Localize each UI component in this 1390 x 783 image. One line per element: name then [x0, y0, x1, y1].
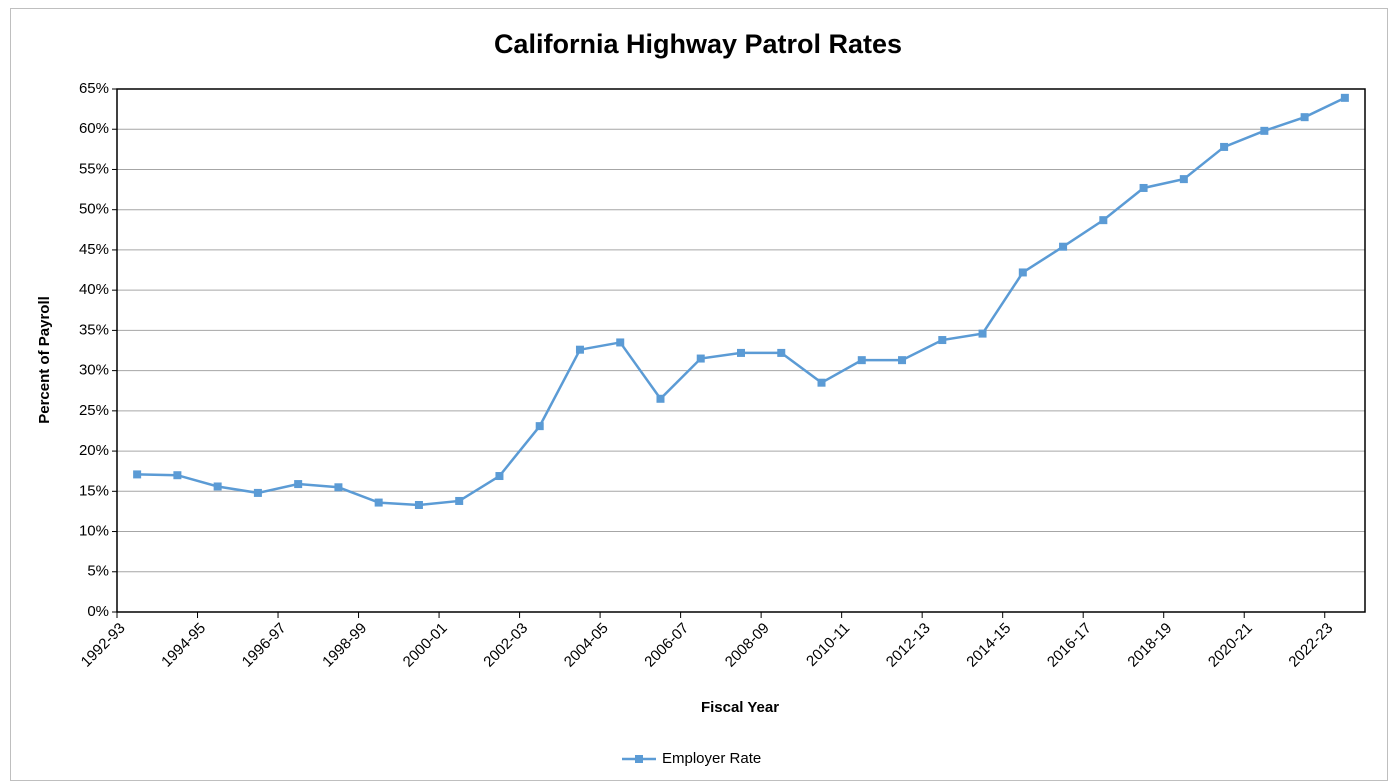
point-marker: [696, 354, 705, 363]
point-marker: [1260, 126, 1269, 135]
point-marker: [1139, 183, 1148, 192]
y-tick-label: 10%: [79, 523, 109, 540]
y-tick-label: 0%: [87, 603, 109, 620]
legend-marker: [635, 755, 643, 763]
y-tick-label: 5%: [87, 563, 109, 580]
point-marker: [777, 348, 786, 357]
point-marker: [1059, 242, 1068, 251]
point-marker: [334, 483, 343, 492]
point-marker: [1300, 113, 1309, 122]
chart-border: [10, 8, 1388, 781]
point-marker: [455, 496, 464, 505]
y-tick-label: 45%: [79, 241, 109, 258]
y-tick-label: 50%: [79, 201, 109, 218]
point-marker: [294, 480, 303, 489]
point-marker: [374, 498, 383, 507]
point-marker: [1220, 142, 1229, 151]
y-tick-label: 60%: [79, 120, 109, 137]
y-tick-label: 30%: [79, 362, 109, 379]
point-marker: [495, 472, 504, 481]
y-tick-label: 35%: [79, 321, 109, 338]
point-marker: [656, 394, 665, 403]
point-marker: [1340, 93, 1349, 102]
y-axis-title: Percent of Payroll: [36, 296, 53, 424]
point-marker: [737, 348, 745, 357]
y-tick-label: 40%: [79, 281, 109, 298]
point-marker: [817, 378, 826, 387]
y-tick-label: 55%: [79, 160, 109, 177]
point-marker: [173, 471, 182, 480]
y-tick-label: 65%: [79, 80, 109, 97]
point-marker: [857, 356, 866, 365]
point-marker: [213, 482, 222, 491]
point-marker: [898, 356, 907, 365]
chart-title: California Highway Patrol Rates: [494, 29, 902, 59]
y-tick-label: 15%: [79, 482, 109, 499]
point-marker: [535, 422, 544, 431]
point-marker: [1018, 268, 1027, 277]
point-marker: [1179, 175, 1188, 184]
plot-border: [116, 88, 1366, 613]
point-marker: [1099, 216, 1108, 225]
point-marker: [414, 500, 423, 509]
point-marker: [978, 329, 987, 338]
point-marker: [616, 338, 625, 347]
point-marker: [133, 470, 142, 479]
y-tick-label: 25%: [79, 402, 109, 419]
point-marker: [253, 488, 262, 497]
y-tick-label: 20%: [79, 442, 109, 459]
point-marker: [575, 345, 584, 354]
x-axis-title: Fiscal Year: [701, 699, 779, 716]
legend-label: Employer Rate: [662, 750, 761, 767]
point-marker: [938, 336, 947, 345]
